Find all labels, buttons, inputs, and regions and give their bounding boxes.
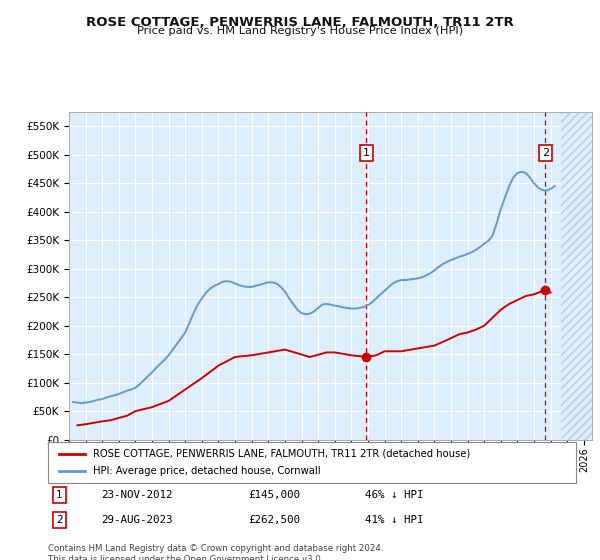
Text: 23-NOV-2012: 23-NOV-2012: [101, 489, 172, 500]
Text: 1: 1: [363, 148, 370, 158]
Text: 41% ↓ HPI: 41% ↓ HPI: [365, 515, 424, 525]
Text: 29-AUG-2023: 29-AUG-2023: [101, 515, 172, 525]
Text: 1: 1: [56, 489, 63, 500]
FancyBboxPatch shape: [48, 442, 576, 483]
Text: £262,500: £262,500: [248, 515, 301, 525]
Text: HPI: Average price, detached house, Cornwall: HPI: Average price, detached house, Corn…: [93, 466, 320, 477]
Bar: [560, 112, 600, 440]
Text: ROSE COTTAGE, PENWERRIS LANE, FALMOUTH, TR11 2TR: ROSE COTTAGE, PENWERRIS LANE, FALMOUTH, …: [86, 16, 514, 29]
Text: Contains HM Land Registry data © Crown copyright and database right 2024.
This d: Contains HM Land Registry data © Crown c…: [48, 544, 383, 560]
Text: 46% ↓ HPI: 46% ↓ HPI: [365, 489, 424, 500]
Text: ROSE COTTAGE, PENWERRIS LANE, FALMOUTH, TR11 2TR (detached house): ROSE COTTAGE, PENWERRIS LANE, FALMOUTH, …: [93, 449, 470, 459]
Text: £145,000: £145,000: [248, 489, 301, 500]
Bar: [560, 112, 600, 440]
Text: 2: 2: [56, 515, 63, 525]
Text: 2: 2: [542, 148, 549, 158]
Text: Price paid vs. HM Land Registry's House Price Index (HPI): Price paid vs. HM Land Registry's House …: [137, 26, 463, 36]
